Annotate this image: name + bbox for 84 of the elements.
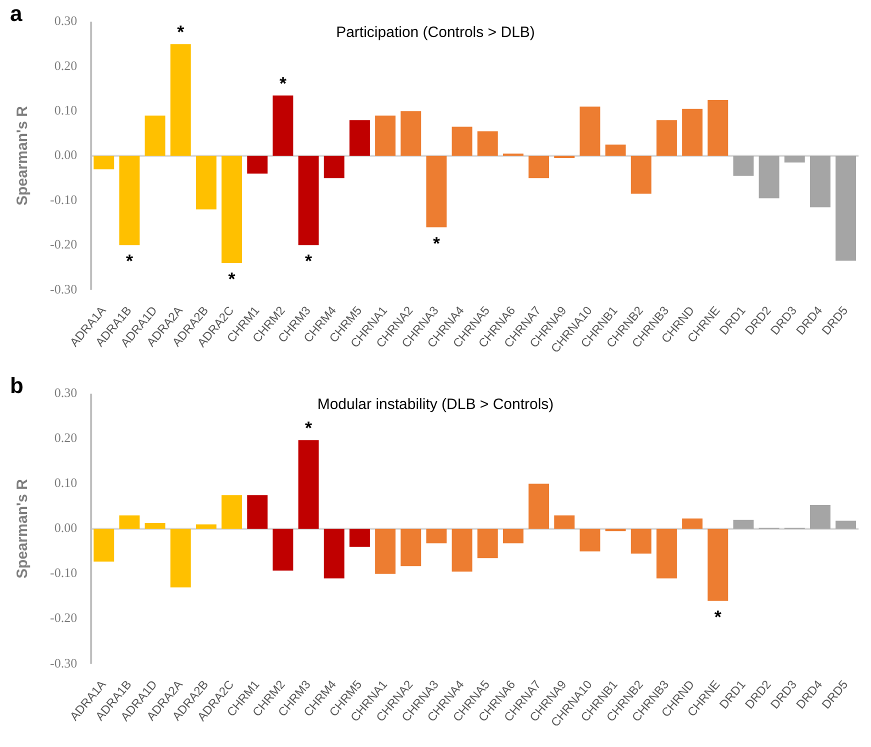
bar: [656, 120, 677, 156]
bar: [375, 116, 396, 156]
bar: [733, 520, 754, 529]
bar: [170, 44, 191, 156]
bar: [400, 111, 422, 156]
bar: [144, 116, 166, 156]
annotation: *: [305, 251, 312, 272]
bar: [682, 108, 703, 156]
y-tick-label: 0.30: [54, 385, 78, 400]
annotation: *: [228, 269, 236, 289]
bar: [580, 528, 600, 552]
bar: [298, 440, 319, 529]
y-tick-label: 0.10: [54, 102, 78, 118]
bar: [400, 528, 422, 566]
chart-title: Modular instability (DLB > Controls): [317, 396, 554, 413]
annotation: *: [432, 233, 440, 254]
y-tick-label: -0.10: [50, 192, 78, 207]
bar: [810, 504, 830, 529]
bar: [758, 156, 780, 198]
y-tick-label: 0.20: [54, 58, 78, 73]
y-tick-label: -0.20: [50, 610, 78, 626]
bar: [324, 528, 344, 578]
bar: [94, 528, 114, 562]
annotation: *: [714, 606, 722, 627]
bar: [272, 528, 294, 571]
bar: [477, 131, 498, 156]
bar: [528, 156, 550, 178]
bar: [452, 126, 472, 156]
chart-title: Participation (Controls > DLB): [336, 24, 535, 41]
bar: [247, 156, 268, 174]
bar: [349, 120, 370, 156]
text: a: [10, 1, 23, 26]
bar: [656, 528, 677, 578]
bar: [298, 156, 319, 246]
annotation: *: [305, 418, 312, 438]
bar: [452, 528, 472, 572]
bar: [375, 528, 396, 574]
bar: [119, 515, 140, 529]
y-axis-title: Spearman's R: [14, 106, 32, 206]
bar: [554, 515, 575, 529]
annotation: *: [126, 251, 133, 272]
bar: [477, 528, 498, 558]
bar: [94, 156, 114, 170]
bar: [554, 156, 575, 158]
bar: [196, 156, 216, 210]
y-axis-title: Spearman's R: [14, 478, 32, 579]
bar: [682, 518, 703, 529]
bar: [426, 528, 447, 544]
bar: [349, 528, 370, 547]
bar: [810, 156, 830, 208]
bar: [784, 156, 805, 163]
bar: [836, 520, 856, 529]
annotation: *: [177, 22, 184, 42]
bar: [605, 144, 626, 156]
y-tick-label: 0.00: [54, 147, 78, 162]
bar: [196, 524, 216, 529]
text: b: [10, 373, 24, 398]
annotation: *: [279, 73, 286, 94]
bar: [144, 522, 166, 529]
bar: [708, 528, 728, 601]
y-tick-label: 0.30: [54, 13, 78, 28]
bar: [528, 484, 550, 529]
bar: [272, 96, 294, 156]
y-tick-label: -0.30: [50, 655, 78, 670]
bar: [119, 156, 140, 246]
bar: [630, 156, 652, 194]
y-tick-label: 0.10: [54, 475, 78, 490]
bar: [733, 156, 754, 176]
bar: [222, 495, 242, 529]
bar: [170, 528, 191, 588]
y-tick-label: -0.10: [50, 565, 78, 580]
bar: [222, 156, 242, 264]
y-tick-label: -0.20: [50, 236, 78, 252]
y-tick-label: -0.30: [50, 281, 78, 296]
bar: [324, 156, 344, 178]
bar: [836, 156, 856, 261]
y-tick-label: 0.00: [54, 520, 78, 536]
bar: [580, 106, 600, 156]
bar: [426, 156, 447, 228]
bar: [502, 528, 524, 544]
bar: [630, 528, 652, 554]
bar: [247, 495, 268, 529]
y-tick-label: 0.20: [54, 430, 78, 446]
bar: [708, 100, 728, 156]
